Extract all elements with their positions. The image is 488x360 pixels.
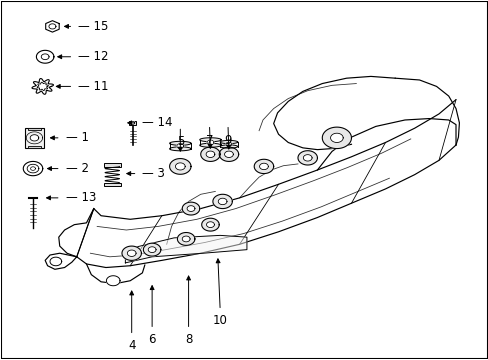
- Polygon shape: [187, 206, 195, 211]
- Polygon shape: [182, 236, 190, 242]
- Polygon shape: [303, 155, 311, 161]
- Polygon shape: [32, 78, 53, 94]
- Polygon shape: [219, 147, 238, 161]
- Text: — 12: — 12: [78, 50, 108, 63]
- Text: 6: 6: [148, 333, 156, 346]
- Text: 9: 9: [224, 134, 231, 147]
- Polygon shape: [200, 138, 221, 142]
- Bar: [28, 128, 41, 130]
- Polygon shape: [205, 151, 214, 157]
- Text: 7: 7: [205, 134, 213, 147]
- Polygon shape: [148, 247, 156, 253]
- Polygon shape: [169, 141, 191, 145]
- Polygon shape: [50, 257, 61, 266]
- Polygon shape: [200, 143, 221, 147]
- Polygon shape: [206, 222, 214, 228]
- Polygon shape: [177, 144, 183, 149]
- Polygon shape: [169, 158, 191, 174]
- Text: — 3: — 3: [142, 167, 165, 180]
- Polygon shape: [125, 235, 246, 263]
- Bar: [129, 121, 136, 125]
- Polygon shape: [218, 198, 226, 204]
- Polygon shape: [31, 167, 35, 170]
- Bar: [103, 183, 121, 186]
- Polygon shape: [175, 163, 185, 170]
- Polygon shape: [182, 202, 200, 215]
- Polygon shape: [23, 161, 42, 176]
- Text: — 14: — 14: [142, 116, 173, 129]
- Polygon shape: [122, 246, 141, 260]
- Polygon shape: [27, 164, 39, 173]
- Text: 4: 4: [128, 339, 135, 352]
- Text: — 1: — 1: [65, 131, 88, 144]
- Polygon shape: [143, 243, 161, 256]
- Text: — 15: — 15: [78, 20, 108, 33]
- Polygon shape: [322, 127, 351, 149]
- Polygon shape: [127, 250, 136, 256]
- Text: 8: 8: [184, 333, 192, 346]
- Text: 10: 10: [212, 314, 227, 327]
- Polygon shape: [30, 135, 39, 141]
- Polygon shape: [202, 218, 219, 231]
- Polygon shape: [106, 276, 120, 286]
- Bar: [103, 163, 121, 167]
- Polygon shape: [169, 147, 191, 151]
- Polygon shape: [220, 145, 237, 148]
- Text: — 2: — 2: [65, 162, 88, 175]
- Polygon shape: [297, 151, 317, 165]
- Polygon shape: [41, 54, 49, 60]
- Text: — 11: — 11: [78, 80, 108, 93]
- Polygon shape: [177, 233, 195, 246]
- Polygon shape: [212, 194, 232, 208]
- Polygon shape: [201, 147, 220, 161]
- Polygon shape: [206, 140, 213, 145]
- Polygon shape: [224, 151, 233, 157]
- Bar: [25, 128, 44, 148]
- Bar: [28, 146, 41, 148]
- Text: — 13: — 13: [65, 192, 96, 204]
- Polygon shape: [254, 159, 273, 174]
- Polygon shape: [36, 50, 54, 63]
- Text: 5: 5: [176, 135, 183, 148]
- Polygon shape: [45, 21, 59, 32]
- Polygon shape: [225, 142, 231, 147]
- Polygon shape: [49, 24, 56, 29]
- Polygon shape: [259, 163, 268, 170]
- Polygon shape: [330, 133, 343, 143]
- Polygon shape: [130, 121, 134, 124]
- Polygon shape: [220, 140, 237, 144]
